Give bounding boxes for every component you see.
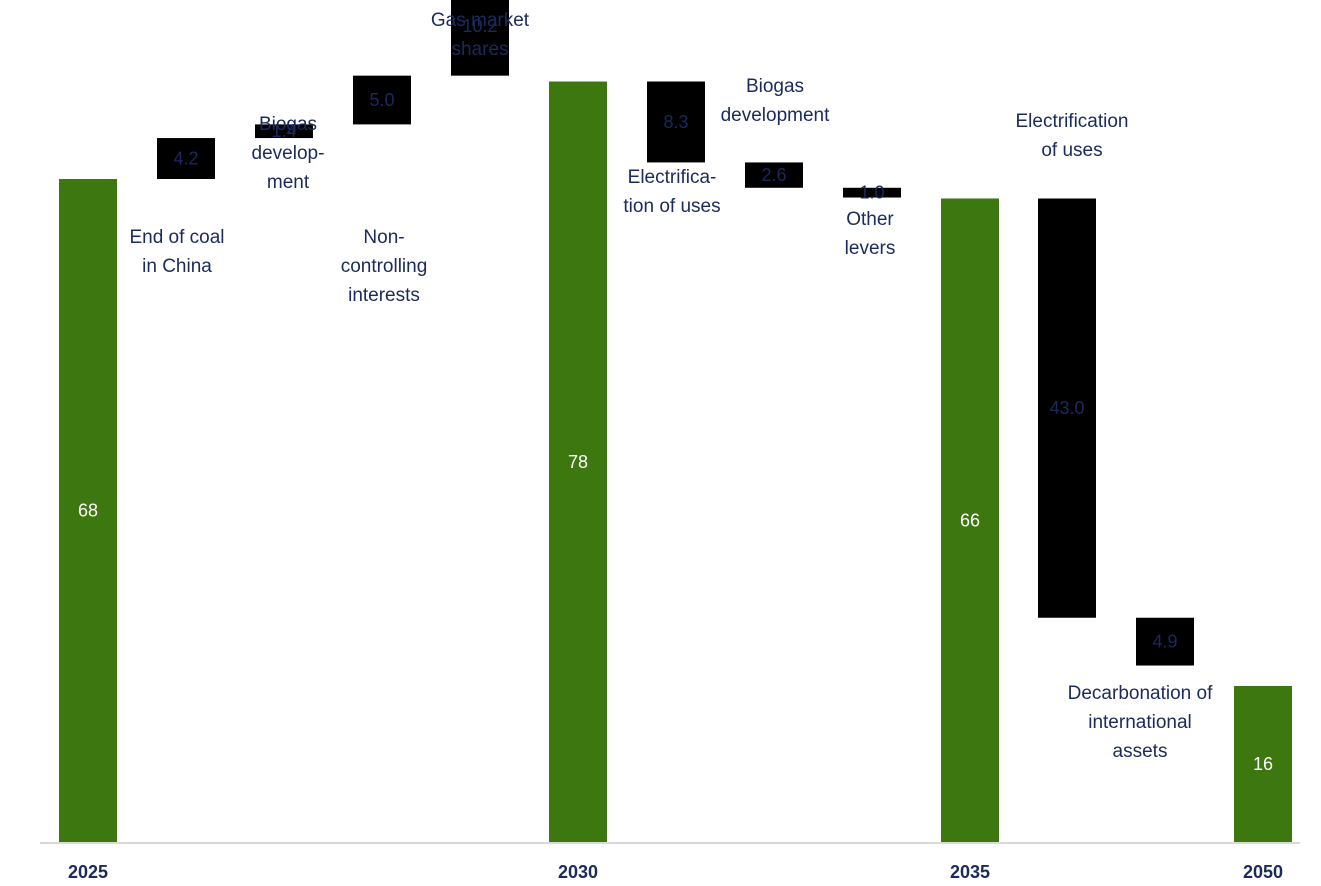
- bar-value-label: 16: [1253, 754, 1273, 774]
- category-label-line: interests: [348, 285, 420, 306]
- category-label-line: levers: [845, 238, 896, 259]
- category-label-line: Gas market: [431, 10, 530, 31]
- bar-value-label: 8.3: [663, 112, 688, 132]
- bars-layer: [59, 0, 1292, 842]
- category-label: Biogas development: [721, 76, 831, 126]
- bar-value-label: 43.0: [1049, 398, 1084, 418]
- x-tick-label: 2025: [68, 862, 108, 882]
- category-label-line: Decarbonation of: [1068, 683, 1213, 704]
- bar-value-label: 4.9: [1152, 632, 1177, 652]
- category-label-line: development: [721, 105, 831, 126]
- category-label: Biogas develop-ment: [252, 114, 325, 193]
- total-bar: [941, 198, 999, 842]
- x-tick-label: 2030: [558, 862, 598, 882]
- category-label-line: Biogas: [259, 114, 317, 135]
- category-label: Decarbonation of international assets: [1068, 683, 1213, 762]
- decrease-bar: [843, 187, 901, 198]
- bar-value-label: 5.0: [369, 90, 394, 110]
- category-label-line: Electrification: [1016, 111, 1129, 132]
- decrease-bar: [1136, 617, 1194, 666]
- decrease-bar: [647, 81, 705, 163]
- category-label-line: assets: [1113, 741, 1168, 762]
- category-label: Gas market shares: [431, 10, 530, 60]
- increase-bar: [353, 75, 411, 125]
- bar-value-label: 4.2: [173, 149, 198, 169]
- bar-value-label: 68: [78, 501, 98, 521]
- bar-value-label: 1.4: [271, 121, 296, 141]
- category-label-line: controlling: [341, 256, 428, 277]
- category-label-line: Other: [846, 209, 894, 230]
- category-label-line: tion of uses: [623, 196, 720, 217]
- category-label-line: of uses: [1041, 140, 1102, 161]
- category-label: Other levers: [845, 209, 896, 259]
- increase-bar: [451, 0, 509, 76]
- total-bar: [1234, 686, 1292, 842]
- bar-value-label: 78: [568, 452, 588, 472]
- total-bar: [59, 179, 117, 842]
- x-tick-label: 2035: [950, 862, 990, 882]
- bar-value-label: 1.0: [859, 183, 884, 203]
- category-label-line: develop-: [252, 143, 325, 164]
- category-label-line: in China: [142, 256, 212, 277]
- decrease-bar: [745, 162, 803, 188]
- category-label: Non-controlling interests: [341, 227, 428, 306]
- decrease-bar: [1038, 198, 1096, 618]
- bar-value-label: 66: [960, 510, 980, 530]
- category-label: End of coal in China: [129, 227, 224, 277]
- category-label-line: shares: [451, 39, 508, 60]
- category-label: Electrifica-tion of uses: [623, 167, 720, 217]
- category-label-line: Electrifica-: [628, 167, 717, 188]
- total-bar: [549, 81, 607, 842]
- category-label-line: Non-: [363, 227, 404, 248]
- x-tick-label: 2050: [1243, 862, 1283, 882]
- category-label-line: international: [1088, 712, 1192, 733]
- bar-value-label: 10.2: [462, 16, 497, 36]
- bar-value-label: 2.6: [761, 165, 786, 185]
- category-label-line: End of coal: [129, 227, 224, 248]
- increase-bar: [255, 124, 313, 139]
- category-label: Electrification of uses: [1016, 111, 1129, 161]
- category-label-line: ment: [267, 172, 310, 193]
- category-label-line: Biogas: [746, 76, 804, 97]
- increase-bar: [157, 138, 215, 179]
